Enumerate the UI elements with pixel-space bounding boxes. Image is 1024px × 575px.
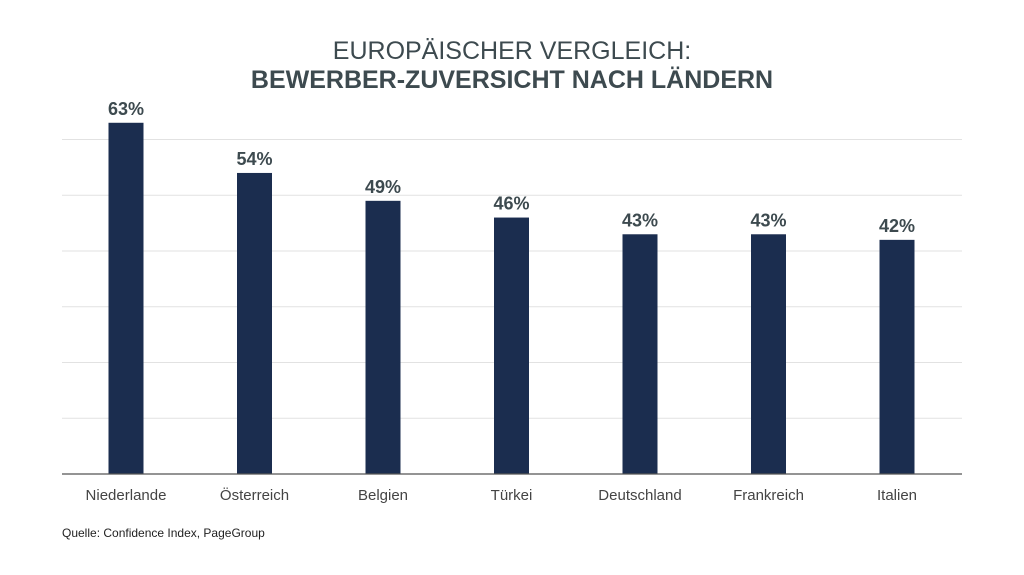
data-label: 42% (879, 216, 915, 236)
chart-title: EUROPÄISCHER VERGLEICH: (332, 37, 692, 65)
bar-frankreich (751, 234, 786, 474)
x-tick-label: Italien (877, 487, 917, 504)
chart-subtitle: BEWERBER-ZUVERSICHT NACH LÄNDERN (250, 66, 774, 94)
data-label: 46% (493, 194, 529, 214)
x-tick-label: Niederlande (86, 487, 167, 504)
x-tick-label: Österreich (220, 486, 289, 504)
bar-belgien (365, 200, 401, 474)
source-note: Quelle: Confidence Index, PageGroup (62, 526, 265, 540)
bar-türkei (494, 217, 529, 475)
data-label: 54% (236, 149, 272, 169)
data-label: 49% (365, 177, 401, 197)
data-label: 63% (108, 99, 144, 119)
bar-niederlande (108, 122, 144, 475)
x-tick-label: Deutschland (598, 487, 681, 504)
x-tick-label: Türkei (491, 487, 533, 504)
x-tick-label: Frankreich (733, 487, 804, 504)
data-label: 43% (750, 210, 786, 230)
bar-italien (879, 239, 915, 474)
data-label: 43% (622, 210, 658, 230)
bar-österreich (237, 172, 272, 474)
x-tick-label: Belgien (358, 487, 408, 504)
bar-deutschland (622, 234, 658, 474)
